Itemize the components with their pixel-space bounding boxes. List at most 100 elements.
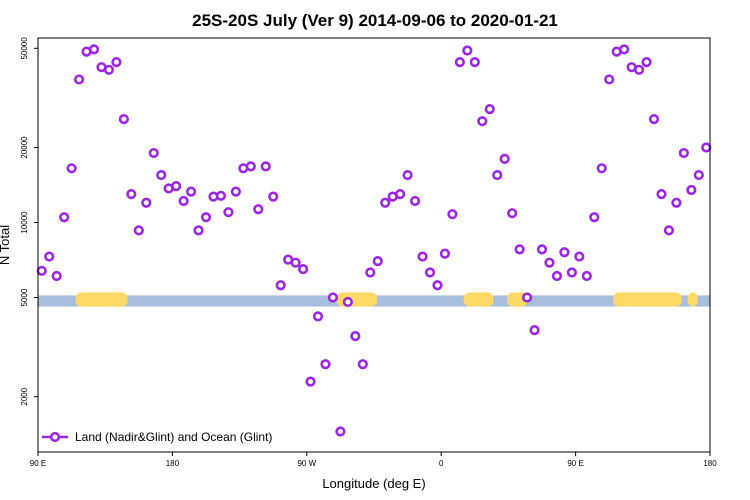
data-point xyxy=(409,195,421,207)
data-point xyxy=(484,104,495,115)
data-point xyxy=(312,311,324,322)
data-point xyxy=(88,44,100,55)
data-point xyxy=(185,186,197,197)
data-point xyxy=(663,225,675,236)
data-points xyxy=(36,44,712,437)
data-point xyxy=(529,325,540,336)
data-point xyxy=(581,270,592,282)
y-tick-label: 10000 xyxy=(20,211,29,234)
plot-frame xyxy=(37,37,711,453)
data-point xyxy=(514,244,525,255)
x-tick-label: 90 E xyxy=(30,459,46,468)
legend-label: Land (Nadir&Glint) and Ocean (Glint) xyxy=(75,430,272,444)
data-point xyxy=(619,44,630,55)
data-point xyxy=(469,57,480,68)
y-tick-label: 20000 xyxy=(20,136,29,159)
data-point xyxy=(447,209,458,220)
data-point xyxy=(275,280,286,291)
land-band-segment xyxy=(336,292,377,307)
data-point xyxy=(589,212,600,223)
data-point xyxy=(536,244,548,255)
data-point xyxy=(432,280,443,291)
data-point xyxy=(178,195,189,207)
data-point xyxy=(402,169,413,181)
x-axis-label: Longitude (deg E) xyxy=(322,476,425,491)
data-point xyxy=(365,267,376,278)
data-point xyxy=(103,64,115,75)
data-point xyxy=(380,197,391,208)
data-point xyxy=(133,225,144,236)
land-band-segment xyxy=(75,292,128,307)
data-point xyxy=(604,74,615,85)
land-band-segment xyxy=(463,292,494,307)
data-point xyxy=(73,74,85,85)
data-point xyxy=(290,257,301,268)
data-point xyxy=(297,264,309,275)
data-point xyxy=(566,267,577,278)
land-ocean-band xyxy=(38,292,710,307)
land-band-segment xyxy=(687,292,699,307)
data-point xyxy=(559,247,570,258)
data-point xyxy=(36,265,47,276)
data-point xyxy=(156,169,167,181)
data-point xyxy=(66,163,77,174)
data-point xyxy=(507,208,518,219)
data-point xyxy=(335,426,346,437)
data-point xyxy=(648,113,660,125)
x-tick-label: 90 E xyxy=(567,459,583,468)
y-tick-label: 50000 xyxy=(20,37,29,60)
y-tick-label: 2000 xyxy=(20,387,29,405)
data-point xyxy=(230,186,241,197)
y-tick-label: 5000 xyxy=(20,288,29,306)
data-point xyxy=(59,212,70,223)
data-point xyxy=(126,189,137,200)
x-tick-label: 0 xyxy=(439,459,444,468)
data-point xyxy=(51,270,62,282)
x-tick-label: 180 xyxy=(703,459,717,468)
data-point xyxy=(342,296,353,308)
data-point xyxy=(492,169,503,181)
data-point xyxy=(193,225,204,236)
data-point xyxy=(701,142,712,153)
data-point xyxy=(260,161,271,172)
data-point xyxy=(372,256,383,267)
data-point xyxy=(268,191,279,202)
data-point xyxy=(350,331,361,342)
data-point xyxy=(148,147,159,159)
data-point xyxy=(462,45,473,56)
data-point xyxy=(477,116,488,127)
data-point xyxy=(44,251,55,262)
data-point xyxy=(253,204,264,215)
data-point xyxy=(215,190,227,201)
data-point xyxy=(141,197,152,208)
data-point xyxy=(223,207,234,218)
data-point xyxy=(118,113,129,125)
data-point xyxy=(200,212,212,223)
data-point xyxy=(678,147,689,159)
data-point xyxy=(641,57,652,68)
data-point xyxy=(574,251,585,262)
data-point xyxy=(305,376,316,387)
chart-title: 25S-20S July (Ver 9) 2014-09-06 to 2020-… xyxy=(192,11,558,30)
data-point xyxy=(671,197,682,208)
data-point xyxy=(111,57,122,68)
data-point xyxy=(417,251,428,262)
land-band-segment xyxy=(612,292,682,307)
data-point xyxy=(551,270,563,282)
x-tick-label: 180 xyxy=(166,459,180,468)
data-point xyxy=(693,169,704,181)
data-point xyxy=(633,64,645,75)
data-point xyxy=(439,248,451,259)
legend-marker xyxy=(49,431,61,443)
data-point xyxy=(245,161,256,172)
data-point xyxy=(424,267,436,278)
data-point xyxy=(686,184,697,196)
data-point xyxy=(544,257,555,268)
data-point xyxy=(596,163,607,174)
data-point xyxy=(454,57,465,68)
data-point xyxy=(357,359,368,370)
data-point xyxy=(656,189,667,200)
data-point xyxy=(499,153,510,164)
data-point xyxy=(521,292,533,303)
